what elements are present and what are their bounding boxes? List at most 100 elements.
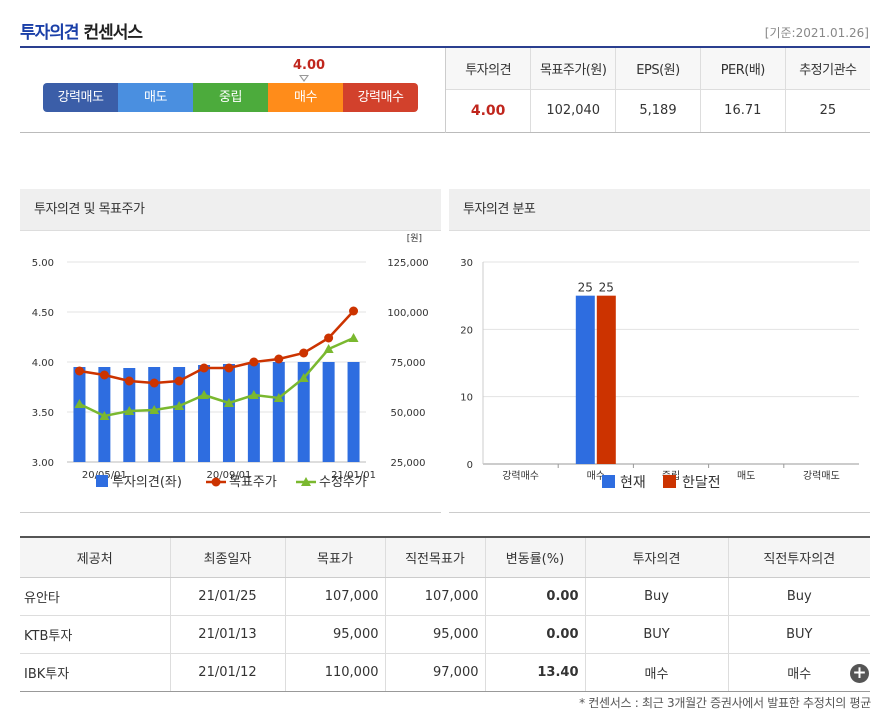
cell-prev-opinion: 매수 xyxy=(728,653,870,692)
target-price-point xyxy=(249,357,259,367)
right-axis-unit: [원] xyxy=(407,233,422,244)
cell-target: 95,000 xyxy=(285,615,386,654)
adjusted-price-point xyxy=(149,405,160,414)
broker-detail-table: 제공처 최종일자 목표가 직전목표가 변동률(%) 투자의견 직전투자의견 유안… xyxy=(20,536,870,692)
cell-target: 110,000 xyxy=(285,653,386,692)
adjusted-price-point xyxy=(298,373,309,382)
panel-title: 투자의견 및 목표주가 xyxy=(20,189,441,231)
title-sub: 컨센서스 xyxy=(83,23,143,43)
right-axis-tick: 100,000 xyxy=(387,308,428,319)
opinion-bar xyxy=(173,367,186,462)
col-header-opinion[interactable]: 투자의견 xyxy=(585,536,729,578)
cell-provider: 유안타 xyxy=(20,577,171,616)
cell-date: 21/01/12 xyxy=(170,653,286,692)
cell-target: 107,000 xyxy=(285,577,386,616)
legend-label: 투자의견(좌) xyxy=(112,475,182,490)
opinion-distribution-chart: 3020100강력매수매수중립매도강력매도2525현재한달전 xyxy=(460,258,859,491)
scale-buy: 매수 xyxy=(268,83,343,112)
opinion-target-price-panel: 투자의견 및 목표주가 5.00 4.50 4.00 3.50 3.00 125,000 1… xyxy=(20,189,441,513)
summary-header: EPS(원) xyxy=(615,48,701,90)
target-price-point xyxy=(174,376,184,386)
summary-target-price-value: 102,040 xyxy=(530,89,617,132)
cell-change: 0.00 xyxy=(485,577,586,616)
summary-header: 추정기관수 xyxy=(785,48,870,90)
target-price-point xyxy=(124,376,134,386)
adjusted-price-point xyxy=(323,344,334,353)
target-price-point xyxy=(349,306,359,316)
y-axis-tick: 10 xyxy=(460,393,473,404)
scale-sell: 매도 xyxy=(118,83,193,112)
summary-header: 목표주가(원) xyxy=(530,48,617,90)
opinion-bar xyxy=(347,362,360,462)
table-row: 유안타 21/01/25 107,000 107,000 0.00 Buy Bu… xyxy=(20,577,870,616)
opinion-distribution-panel: 투자의견 분포 3020100강력매수매수중립매도강력매도2525현재한달전 xyxy=(449,189,870,513)
opinion-bar xyxy=(272,362,285,462)
y-axis-tick: 0 xyxy=(467,460,473,471)
opinion-bar xyxy=(198,365,211,462)
col-header-prev-target[interactable]: 직전목표가 xyxy=(385,536,486,578)
legend-swatch-opinion xyxy=(96,475,108,487)
adjusted-price-point xyxy=(199,390,210,399)
target-price-point xyxy=(74,366,84,376)
adjusted-price-point xyxy=(174,401,185,410)
col-header-change-rate[interactable]: 변동률(%) xyxy=(485,536,586,578)
title-divider xyxy=(20,46,870,48)
legend-marker-target xyxy=(211,477,221,487)
more-plus-icon[interactable]: + xyxy=(850,664,869,683)
col-header-target[interactable]: 목표가 xyxy=(285,536,386,578)
adjusted-price-line xyxy=(78,336,355,418)
consensus-summary-table: 투자의견 목표주가(원) EPS(원) PER(배) 추정기관수 4.00 10… xyxy=(445,48,870,133)
cell-prev-target: 97,000 xyxy=(385,653,486,692)
right-axis-tick: 125,000 xyxy=(387,258,428,269)
scale-strong-buy: 강력매수 xyxy=(343,83,418,112)
right-axis-tick: 50,000 xyxy=(391,408,426,419)
left-axis-tick: 4.00 xyxy=(32,358,54,369)
legend-swatch-month-ago xyxy=(663,475,676,488)
adjusted-price-point xyxy=(348,333,359,342)
x-axis-tick: 21/01/01 xyxy=(331,470,376,481)
opinion-bar xyxy=(247,363,260,462)
y-axis-tick: 30 xyxy=(460,258,473,269)
x-axis-tick: 강력매수 xyxy=(502,470,539,482)
cell-change: 0.00 xyxy=(485,615,586,654)
summary-header: PER(배) xyxy=(700,48,786,90)
col-header-last-date[interactable]: 최종일자 xyxy=(170,536,286,578)
page-title: 투자의견 컨센서스 xyxy=(20,18,143,43)
cell-provider: KTB투자 xyxy=(20,615,171,654)
legend-label: 수정주가 xyxy=(319,475,367,490)
cell-prev-target: 107,000 xyxy=(385,577,486,616)
target-price-point xyxy=(324,333,334,343)
table-row: KTB투자 21/01/13 95,000 95,000 0.00 BUY BU… xyxy=(20,615,870,654)
cell-date: 21/01/13 xyxy=(170,615,286,654)
cell-opinion: 매수 xyxy=(585,653,729,692)
summary-header: 투자의견 xyxy=(446,48,532,90)
current-score-label: 4.00 xyxy=(293,58,326,73)
cell-prev-target: 95,000 xyxy=(385,615,486,654)
current-bar xyxy=(575,295,595,464)
legend-marker-adjusted xyxy=(301,477,311,486)
summary-institution-count: 25 xyxy=(819,103,837,119)
cell-date: 21/01/25 xyxy=(170,577,286,616)
left-axis-tick: 3.50 xyxy=(32,408,54,419)
summary-opinion-value: 4.00 xyxy=(446,89,532,132)
col-header-prev-opinion[interactable]: 직전투자의견 xyxy=(728,536,870,578)
target-price-point xyxy=(299,348,309,358)
cell-change: 13.40 xyxy=(485,653,586,692)
x-axis-tick: 매도 xyxy=(737,470,755,482)
legend-label: 목표주가 xyxy=(229,475,277,490)
right-axis-tick: 25,000 xyxy=(391,458,426,469)
adjusted-price-point xyxy=(74,399,85,408)
cell-opinion: BUY xyxy=(585,615,729,654)
cell-prev-opinion: BUY xyxy=(728,615,870,654)
panel-title: 투자의견 분포 xyxy=(449,189,870,231)
col-header-provider[interactable]: 제공처 xyxy=(20,536,171,578)
opinion-bar xyxy=(148,367,161,462)
legend-label: 한달전 xyxy=(682,475,721,491)
y-axis-tick: 20 xyxy=(460,325,473,336)
footnote: * 컨센서스 : 최근 3개월간 증권사에서 발표한 추정치의 평균 xyxy=(579,696,871,710)
table-row: IBK투자 21/01/12 110,000 97,000 13.40 매수 매… xyxy=(20,653,870,692)
cell-opinion: Buy xyxy=(585,577,729,616)
legend-swatch-current xyxy=(602,475,615,488)
cell-provider: IBK투자 xyxy=(20,653,171,692)
month-ago-bar xyxy=(596,295,616,464)
